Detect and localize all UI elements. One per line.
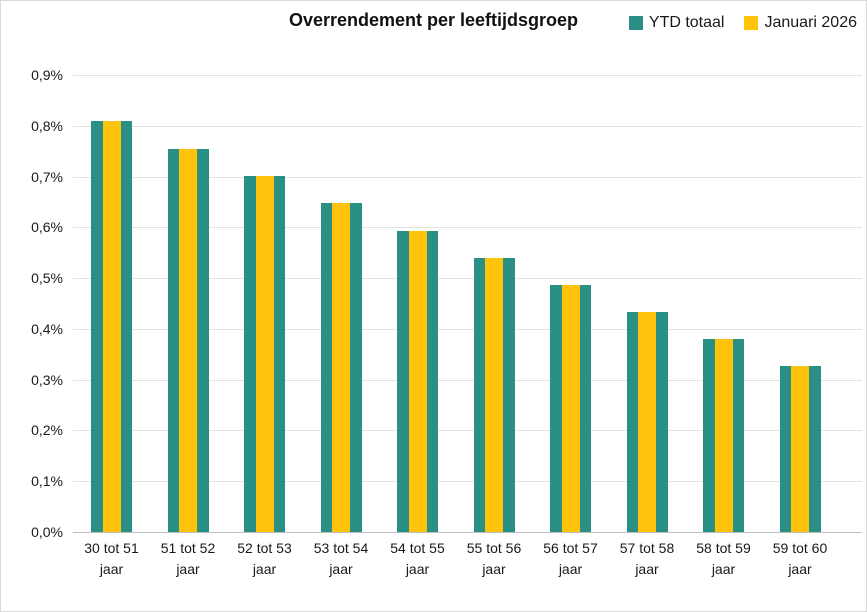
- x-axis-tick-label-line2: jaar: [176, 561, 200, 577]
- gridline: [73, 75, 862, 76]
- gridline: [73, 126, 862, 127]
- x-axis-tick-label-line2: jaar: [635, 561, 659, 577]
- x-axis-tick-label: 57 tot 58 jaar: [601, 538, 693, 580]
- x-axis-tick-label-line2: jaar: [99, 561, 124, 577]
- x-axis-tick-label-line1: 57 tot 58: [619, 540, 675, 556]
- bar-januari-2026: [255, 176, 274, 532]
- bar-januari-2026: [791, 366, 809, 532]
- legend: YTD totaal Januari 2026: [628, 14, 857, 32]
- gridline: [73, 227, 862, 228]
- gridline: [73, 278, 862, 279]
- gridline: [73, 329, 862, 330]
- y-axis-tick-label: 0,2%: [31, 422, 63, 438]
- gridline: [73, 430, 862, 431]
- legend-label-ytd-totaal: YTD totaal: [648, 14, 725, 31]
- y-axis-tick-label: 0,3%: [31, 372, 63, 388]
- y-axis-tick-label: 0,1%: [31, 473, 63, 489]
- bar-januari-2026: [638, 312, 656, 532]
- x-axis-tick-label-line2: jaar: [329, 561, 353, 577]
- x-axis-tick-label-line1: 30 tot 51: [84, 540, 139, 556]
- bar-januari-2026: [561, 285, 580, 532]
- x-axis-tick-label-line1: 53 tot 54: [313, 540, 369, 556]
- x-axis-tick-label-line1: 59 tot 60: [772, 540, 828, 556]
- x-axis-tick-label-line2: jaar: [558, 561, 583, 577]
- x-axis-tick-label-line2: jaar: [252, 561, 277, 577]
- x-axis-tick-label-line1: 55 tot 56: [466, 540, 522, 556]
- y-axis-tick-label: 0,0%: [31, 524, 63, 540]
- bar-januari-2026: [102, 120, 121, 532]
- x-axis-tick-label: 59 tot 60 jaar: [754, 538, 846, 580]
- x-axis-tick-label-line1: 52 tot 53: [237, 540, 292, 556]
- x-axis-tick-label-line1: 58 tot 59: [696, 540, 751, 556]
- legend-label-januari-2026: Januari 2026: [764, 14, 857, 31]
- bar-januari-2026: [714, 339, 733, 532]
- x-axis-tick-label-line2: jaar: [711, 561, 736, 577]
- y-axis-tick-label: 0,6%: [31, 219, 63, 235]
- x-axis-tick-label-line1: 56 tot 57: [543, 540, 598, 556]
- x-axis-tick-label-line1: 54 tot 55: [390, 540, 445, 556]
- x-axis-tick-label: 30 tot 51 jaar: [66, 538, 158, 580]
- x-axis-tick-label: 54 tot 55 jaar: [372, 538, 464, 580]
- x-axis-tick-label: 51 tot 52 jaar: [142, 538, 234, 580]
- y-axis-tick-label: 0,8%: [31, 118, 63, 134]
- x-axis-tick-label: 55 tot 56 jaar: [448, 538, 540, 580]
- bar-januari-2026: [408, 230, 427, 532]
- y-axis-tick-label: 0,4%: [31, 321, 63, 337]
- x-axis-tick-label-line2: jaar: [482, 561, 506, 577]
- y-axis-tick-label: 0,5%: [31, 270, 63, 286]
- bar-januari-2026: [332, 203, 350, 532]
- bar-januari-2026: [179, 148, 197, 532]
- x-axis-line: [73, 532, 862, 533]
- bar-januari-2026: [485, 258, 503, 532]
- legend-swatch-ytd-totaal: [628, 16, 643, 30]
- x-axis-tick-label-line2: jaar: [788, 561, 812, 577]
- gridline: [73, 177, 862, 178]
- legend-item-januari-2026: Januari 2026: [744, 14, 857, 32]
- x-axis-tick-label-line2: jaar: [405, 561, 430, 577]
- x-axis-tick-label: 58 tot 59 jaar: [678, 538, 770, 580]
- x-axis-tick-label: 53 tot 54 jaar: [295, 538, 387, 580]
- x-axis-tick-label-line1: 51 tot 52: [160, 540, 216, 556]
- x-axis-tick-label: 52 tot 53 jaar: [219, 538, 311, 580]
- chart-title: Overrendement per leeftijdsgroep: [288, 10, 579, 30]
- x-axis-tick-label: 56 tot 57 jaar: [525, 538, 617, 580]
- gridline: [73, 481, 862, 482]
- legend-item-ytd-totaal: YTD totaal: [628, 14, 725, 32]
- y-axis-tick-label: 0,7%: [31, 169, 63, 185]
- y-axis-tick-label: 0,9%: [31, 67, 63, 83]
- legend-swatch-januari-2026: [744, 16, 759, 30]
- gridline: [73, 380, 862, 381]
